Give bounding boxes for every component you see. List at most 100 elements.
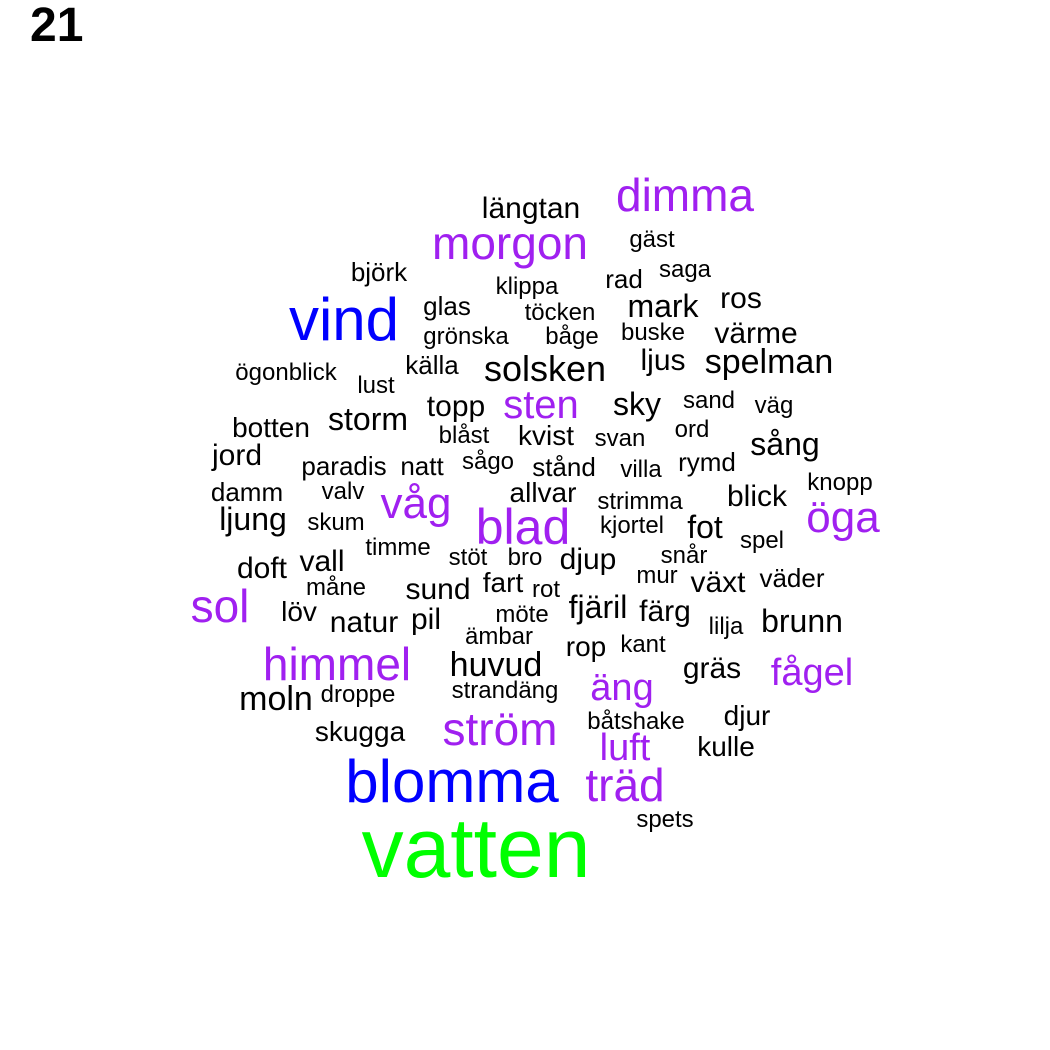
- cloud-word: lilja: [708, 613, 744, 640]
- cloud-word: fågel: [770, 652, 854, 694]
- cloud-word: snår: [660, 542, 708, 569]
- cloud-word: natt: [400, 451, 444, 481]
- cloud-word: skum: [307, 509, 365, 536]
- cloud-word: fart: [482, 567, 524, 598]
- cloud-word: pil: [410, 603, 442, 636]
- cloud-word: ord: [674, 416, 710, 443]
- cloud-word: fjäril: [568, 589, 628, 625]
- cloud-word: stöt: [448, 544, 488, 571]
- cloud-word: färg: [639, 595, 691, 628]
- cloud-word: rop: [565, 631, 607, 662]
- cloud-word: blad: [475, 499, 571, 555]
- cloud-word: mark: [627, 288, 699, 324]
- cloud-word: mur: [636, 562, 678, 589]
- cloud-word: moln: [239, 680, 313, 718]
- cloud-word: doft: [236, 552, 288, 585]
- cloud-word: spets: [636, 806, 694, 833]
- cloud-word: löv: [281, 596, 317, 627]
- cloud-word: ljus: [640, 344, 686, 377]
- cloud-word: jord: [211, 439, 263, 472]
- cloud-word: spel: [739, 527, 785, 554]
- cloud-word: ämbar: [464, 623, 534, 650]
- cloud-word: natur: [329, 606, 399, 639]
- cloud-word: väg: [754, 392, 794, 419]
- cloud-word: strimma: [597, 488, 683, 515]
- cloud-word: rymd: [678, 447, 736, 477]
- cloud-word: glas: [423, 291, 471, 321]
- cloud-word: botten: [232, 412, 310, 443]
- cloud-word: sten: [503, 383, 579, 427]
- cloud-word: sund: [405, 573, 471, 606]
- cloud-word: grönska: [423, 323, 509, 350]
- cloud-word: damm: [210, 477, 284, 507]
- cloud-word: måne: [305, 574, 367, 601]
- cloud-word: värme: [714, 317, 798, 350]
- cloud-word: ström: [442, 703, 558, 755]
- cloud-word: sol: [190, 580, 250, 632]
- cloud-word: brunn: [761, 603, 843, 639]
- cloud-word: möte: [495, 601, 549, 628]
- cloud-word: sågo: [461, 448, 515, 475]
- cloud-word: båge: [545, 323, 599, 350]
- cloud-word: klippa: [495, 273, 559, 300]
- cloud-word: sång: [750, 426, 820, 462]
- cloud-word: paradis: [301, 451, 387, 481]
- cloud-word: stånd: [532, 452, 596, 482]
- cloud-word: träd: [585, 759, 665, 811]
- page-number: 21: [30, 0, 84, 52]
- cloud-word: sky: [613, 386, 661, 422]
- cloud-word: källa: [405, 350, 459, 380]
- cloud-word: gräs: [682, 652, 742, 685]
- cloud-word: gäst: [629, 226, 675, 253]
- cloud-word: dimma: [615, 169, 755, 221]
- cloud-word: topp: [426, 390, 486, 423]
- cloud-word: himmel: [262, 638, 412, 690]
- cloud-word: rot: [531, 576, 561, 603]
- cloud-word: buske: [620, 319, 686, 346]
- cloud-word: kant: [620, 631, 666, 658]
- cloud-word: kvist: [518, 420, 574, 451]
- cloud-word: timme: [365, 534, 431, 561]
- cloud-word: skugga: [314, 716, 406, 747]
- cloud-word: blick: [726, 480, 788, 513]
- cloud-word: strandäng: [451, 677, 559, 704]
- cloud-word: knopp: [807, 469, 873, 496]
- cloud-word: längtan: [481, 192, 581, 225]
- cloud-word: vatten: [361, 801, 591, 895]
- cloud-word: villa: [620, 456, 662, 483]
- cloud-word: töcken: [524, 299, 596, 326]
- cloud-word: djup: [559, 543, 617, 576]
- cloud-word: växt: [690, 566, 746, 599]
- cloud-word: spelman: [704, 343, 834, 381]
- cloud-word: vind: [288, 286, 400, 353]
- cloud-word: djur: [723, 700, 771, 731]
- cloud-word: kjortel: [599, 512, 665, 539]
- cloud-word: kulle: [697, 731, 755, 762]
- cloud-word: björk: [350, 257, 408, 287]
- cloud-word: storm: [328, 401, 408, 437]
- cloud-word: våg: [380, 479, 452, 528]
- cloud-word: saga: [658, 256, 712, 283]
- cloud-word: morgon: [432, 217, 588, 269]
- cloud-word: allvar: [509, 477, 577, 508]
- cloud-word: rad: [605, 264, 643, 294]
- cloud-word: blomma: [345, 748, 559, 815]
- cloud-word: huvud: [449, 646, 543, 684]
- cloud-word: ögonblick: [235, 359, 337, 386]
- cloud-word: svan: [594, 425, 646, 452]
- cloud-word: ljung: [219, 501, 287, 537]
- cloud-word: luft: [599, 727, 651, 769]
- cloud-word: sand: [682, 387, 736, 414]
- cloud-word: bro: [507, 544, 543, 571]
- cloud-word: solsken: [483, 348, 607, 389]
- cloud-word: lust: [357, 372, 395, 399]
- cloud-word: fot: [687, 509, 723, 545]
- cloud-word: ros: [720, 282, 762, 315]
- cloud-word: äng: [590, 667, 654, 709]
- cloud-word: öga: [806, 493, 880, 542]
- cloud-word: väder: [759, 563, 825, 593]
- cloud-word: valv: [321, 478, 365, 505]
- cloud-word: vall: [299, 545, 345, 578]
- cloud-word: blåst: [438, 422, 490, 449]
